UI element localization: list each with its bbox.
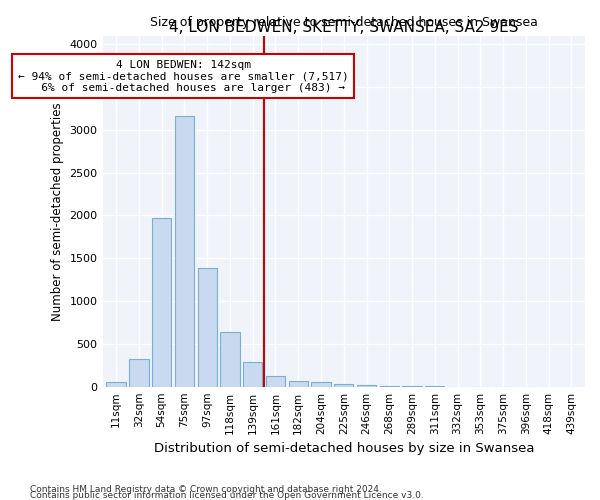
- Bar: [220, 332, 239, 386]
- Text: Contains HM Land Registry data © Crown copyright and database right 2024.: Contains HM Land Registry data © Crown c…: [30, 485, 382, 494]
- Bar: [266, 376, 285, 386]
- Bar: [106, 382, 126, 386]
- Y-axis label: Number of semi-detached properties: Number of semi-detached properties: [51, 102, 64, 320]
- Bar: [311, 382, 331, 386]
- Bar: [243, 362, 262, 386]
- Text: Size of property relative to semi-detached houses in Swansea: Size of property relative to semi-detach…: [150, 16, 538, 28]
- Text: Contains public sector information licensed under the Open Government Licence v3: Contains public sector information licen…: [30, 490, 424, 500]
- Title: 4, LON BEDWEN, SKETTY, SWANSEA, SA2 9ES: 4, LON BEDWEN, SKETTY, SWANSEA, SA2 9ES: [169, 20, 518, 34]
- Bar: [334, 384, 353, 386]
- Bar: [129, 360, 149, 386]
- X-axis label: Distribution of semi-detached houses by size in Swansea: Distribution of semi-detached houses by …: [154, 442, 534, 455]
- Bar: [289, 380, 308, 386]
- Bar: [197, 268, 217, 386]
- Bar: [175, 116, 194, 386]
- Text: 4 LON BEDWEN: 142sqm
← 94% of semi-detached houses are smaller (7,517)
   6% of : 4 LON BEDWEN: 142sqm ← 94% of semi-detac…: [18, 60, 349, 93]
- Bar: [152, 218, 172, 386]
